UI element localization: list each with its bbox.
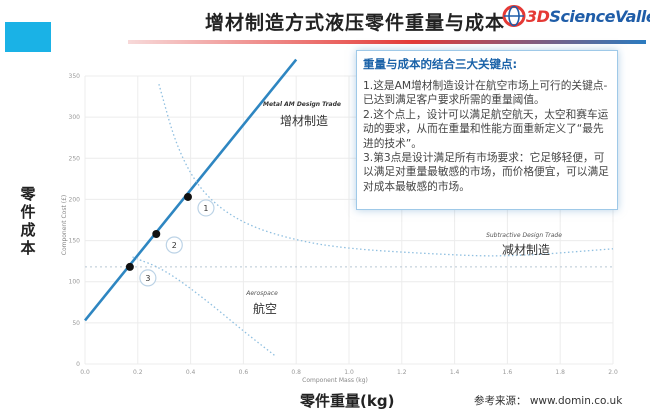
x-tick-label: 1.0 xyxy=(344,369,354,376)
x-tick-label: 0.4 xyxy=(186,369,196,376)
source-note: 参考来源： www.domin.co.uk xyxy=(474,395,623,407)
y-tick-label: 250 xyxy=(69,155,81,162)
page-title: 增材制造方式液压零件重量与成本 xyxy=(205,12,506,34)
y-tick-label: 0 xyxy=(76,361,80,368)
key-point-label: 2 xyxy=(172,241,177,250)
key-point-marker xyxy=(183,192,192,201)
x-tick-label: 1.2 xyxy=(397,369,407,376)
y-tick-label: 150 xyxy=(69,238,81,245)
key-point-label: 3 xyxy=(145,274,150,283)
series-label-aerospace-cn: 航空 xyxy=(253,301,277,316)
x-tick-label: 0.2 xyxy=(133,369,143,376)
x-tick-label: 2.0 xyxy=(608,369,618,376)
y-tick-labels: 0 50 100 150 200 250 300 350 xyxy=(69,73,81,368)
y-tick-label: 300 xyxy=(69,114,81,121)
globe-icon xyxy=(502,5,526,27)
series-label-subtractive-cn: 减材制造 xyxy=(502,243,550,257)
series-label-aerospace: Aerospace xyxy=(245,290,278,297)
chart-series xyxy=(83,58,614,357)
series-label-am-cn: 增材制造 xyxy=(280,114,328,128)
callout-heading: 重量与成本的结合三大关键点: xyxy=(363,57,518,71)
series-line-2 xyxy=(132,256,276,357)
key-point-marker xyxy=(125,262,134,271)
key-point-badge xyxy=(139,269,157,287)
x-tick-label: 0.6 xyxy=(239,369,249,376)
logo: 3D ScienceValley xyxy=(502,5,650,27)
key-points: 1 2 3 xyxy=(125,192,215,287)
y-tick-label: 200 xyxy=(69,196,81,203)
series-line-0 xyxy=(83,58,298,322)
key-point-badge xyxy=(197,199,215,217)
y-tick-label: 350 xyxy=(69,73,81,80)
logo-prefix: 3D xyxy=(526,6,550,26)
x-tick-label: 1.4 xyxy=(450,369,460,376)
y-tick-label: 50 xyxy=(72,320,80,327)
callout-body: 1.这是AM增材制造设计在航空市场上可行的关键点-已达到满足客户要求所需的重量阈… xyxy=(363,79,609,193)
y-axis-label: 零件成本 xyxy=(20,185,36,257)
x-axis-label-en: Component Mass (kg) xyxy=(302,377,368,384)
title-divider xyxy=(128,40,646,44)
x-tick-labels: 0.0 0.2 0.4 0.6 0.8 1.0 1.2 1.4 1.6 1.8 2.0 xyxy=(80,369,618,376)
accent-block xyxy=(5,22,51,52)
x-tick-label: 0.8 xyxy=(291,369,301,376)
series-label-subtractive: Subtractive Design Trade xyxy=(486,232,562,239)
logo-text: ScienceValley xyxy=(549,6,650,26)
x-axis-label: 零件重量(kg) xyxy=(300,392,395,410)
key-point-marker xyxy=(152,229,161,238)
key-points-callout: 重量与成本的结合三大关键点: 1.这是AM增材制造设计在航空市场上可行的关键点-… xyxy=(356,50,618,210)
key-point-label: 1 xyxy=(203,204,208,213)
x-tick-label: 1.8 xyxy=(555,369,565,376)
key-point-badge xyxy=(165,236,183,254)
series-label-am: Metal AM Design Trade xyxy=(263,101,341,108)
x-tick-label: 0.0 xyxy=(80,369,90,376)
x-tick-label: 1.6 xyxy=(503,369,513,376)
y-tick-label: 100 xyxy=(69,279,81,286)
y-axis-label-en: Component Cost (£) xyxy=(61,195,68,256)
